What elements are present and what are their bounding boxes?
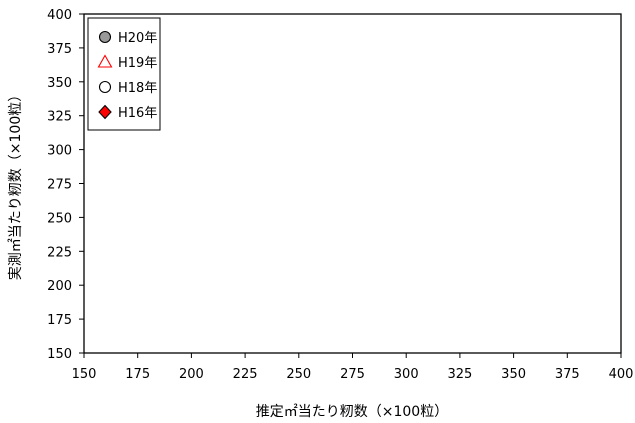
x-tick-label: 300 — [394, 367, 419, 382]
x-tick-label: 325 — [447, 367, 472, 382]
y-axis-title: 実測㎡当たり籾数（×100粒） — [8, 88, 24, 280]
y-tick-label: 275 — [47, 178, 72, 193]
y-tick-label: 225 — [47, 245, 72, 260]
x-tick-label: 200 — [179, 367, 204, 382]
legend-marker — [98, 80, 112, 94]
plot-frame — [83, 13, 622, 354]
legend-label: H18年 — [118, 81, 157, 96]
x-axis-title: 推定㎡当たり籾数（×100粒） — [256, 404, 448, 420]
y-tick-label: 175 — [47, 313, 72, 328]
y-tick-label: 400 — [47, 8, 72, 23]
legend-label: H19年 — [118, 56, 157, 71]
legend-marker — [98, 30, 112, 44]
legend: H20年 H19年 H18年 H16年 — [87, 17, 161, 131]
legend-label: H20年 — [118, 31, 157, 46]
y-tick-label: 300 — [47, 144, 72, 159]
axis-layer: 150 175 200 225 250 275 300 325 350 375 400 150 175 2… — [47, 8, 633, 382]
legend-label: H16年 — [118, 106, 157, 121]
x-tick-label: 150 — [72, 367, 97, 382]
x-tick-label: 250 — [286, 367, 311, 382]
y-tick-label: 350 — [47, 76, 72, 91]
legend-marker — [97, 54, 113, 68]
x-tick-label: 400 — [609, 367, 634, 382]
y-tick-label: 200 — [47, 279, 72, 294]
x-tick-label: 275 — [340, 367, 365, 382]
legend-marker — [98, 104, 112, 120]
x-tick-label: 350 — [501, 367, 526, 382]
x-tick-label: 225 — [233, 367, 258, 382]
y-tick-label: 325 — [47, 110, 72, 125]
x-tick-label: 375 — [555, 367, 580, 382]
y-tick-label: 250 — [47, 211, 72, 226]
x-tick-label: 175 — [125, 367, 150, 382]
y-tick-label: 150 — [47, 347, 72, 362]
y-tick-label: 375 — [47, 42, 72, 57]
